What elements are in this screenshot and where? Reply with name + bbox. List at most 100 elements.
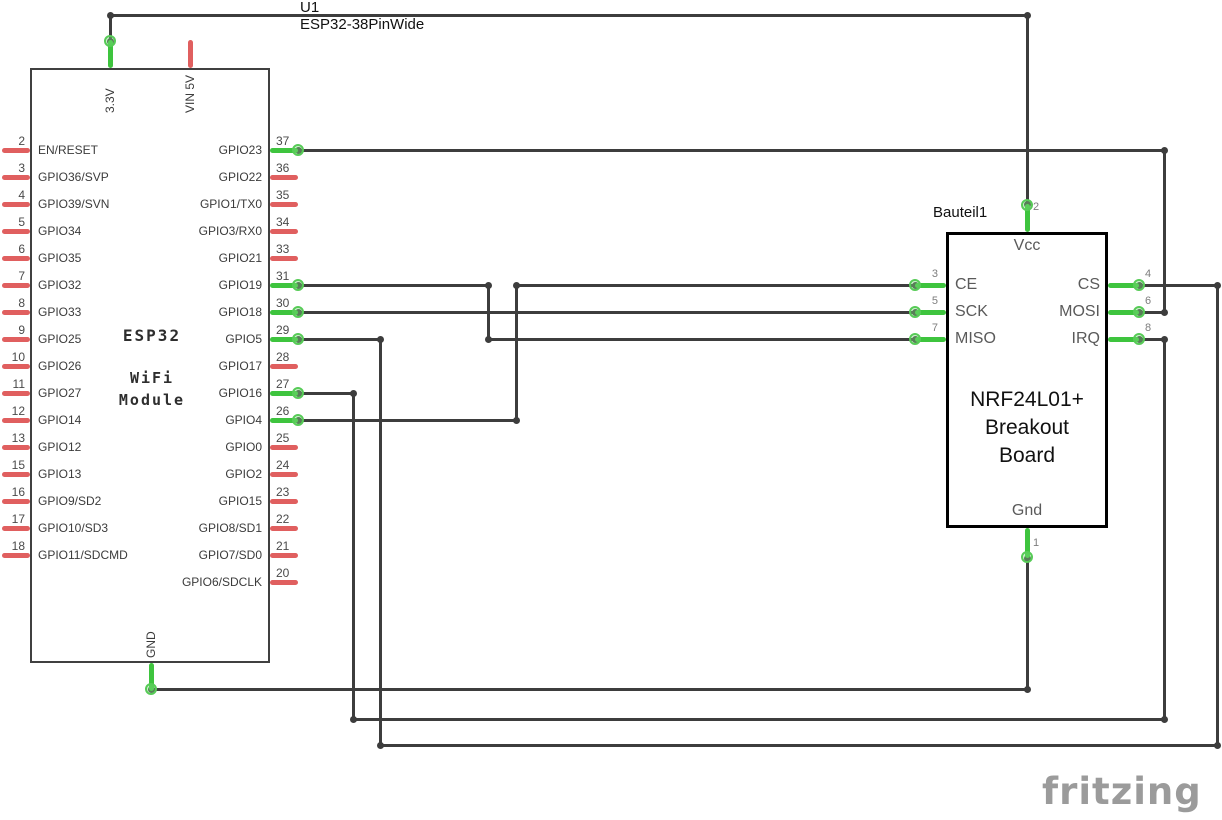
nrf-pin-gnd-stub[interactable] xyxy=(1024,528,1030,558)
wire-bendpoint-gpio5-to-cs[interactable] xyxy=(376,335,384,343)
nrf-pin-mosi-connection-point[interactable] xyxy=(1133,306,1145,318)
wire-gpio16-to-irq[interactable] xyxy=(351,717,1166,721)
esp32-pin-gpio14-stub[interactable] xyxy=(2,417,30,423)
wire-gnd-to-gnd[interactable] xyxy=(149,687,1029,691)
wire-bendpoint-gpio16-to-irq[interactable] xyxy=(349,389,357,397)
nrf-ref-label[interactable]: Bauteil1 xyxy=(933,204,988,221)
wire-gpio16-to-irq[interactable] xyxy=(1162,337,1166,721)
esp32-pin-gpio1-tx0-stub[interactable] xyxy=(270,201,298,207)
wire-bendpoint-gpio4-to-ce[interactable] xyxy=(512,281,520,289)
esp32-pin-gpio39-svn-stub[interactable] xyxy=(2,201,30,207)
nrf-pin-ce-connection-point[interactable] xyxy=(909,279,921,291)
esp32-pin-gpio3-rx0-stub[interactable] xyxy=(270,228,298,234)
esp32-pin-gnd-stub[interactable] xyxy=(148,663,154,691)
wire-gpio4-to-ce[interactable] xyxy=(514,283,518,422)
wire-gpio4-to-ce[interactable] xyxy=(514,283,917,287)
esp32-pin-gpio7-sd0-stub[interactable] xyxy=(270,552,298,558)
nrf-pin-cs-connection-point[interactable] xyxy=(1133,279,1145,291)
esp32-pin-gpio10-sd3-stub[interactable] xyxy=(2,525,30,531)
wire-gpio19-to-miso[interactable] xyxy=(296,283,490,287)
esp32-pin-gpio25-stub[interactable] xyxy=(2,336,30,342)
esp32-pin-gpio19-connection-point[interactable] xyxy=(292,279,304,291)
nrf-pin-sck-connection-point[interactable] xyxy=(909,306,921,318)
wire-gpio16-to-irq[interactable] xyxy=(296,391,355,395)
wire-bendpoint-gpio19-to-miso[interactable] xyxy=(484,281,492,289)
esp32-pin-gpio21-stub[interactable] xyxy=(270,255,298,261)
esp32-pin-3-3v-connection-point[interactable] xyxy=(104,35,116,47)
esp32-pin-gpio16-stub[interactable] xyxy=(270,390,298,396)
wire-gpio5-to-cs[interactable] xyxy=(378,743,1219,747)
nrf-pin-mosi-stub[interactable] xyxy=(1108,309,1139,315)
esp32-pin-gpio34-stub[interactable] xyxy=(2,228,30,234)
esp32-pin-gpio27-stub[interactable] xyxy=(2,390,30,396)
esp32-pin-gpio23-connection-point[interactable] xyxy=(292,144,304,156)
esp32-pin-gpio26-stub[interactable] xyxy=(2,363,30,369)
wire-gpio16-to-irq[interactable] xyxy=(351,391,355,721)
esp32-pin-gpio36-svp-stub[interactable] xyxy=(2,174,30,180)
wire-bendpoint-gpio4-to-ce[interactable] xyxy=(512,416,520,424)
esp32-pin-gpio4-stub[interactable] xyxy=(270,417,298,423)
wire-bendpoint-gpio16-to-irq[interactable] xyxy=(349,715,357,723)
wire-gpio5-to-cs[interactable] xyxy=(378,337,382,747)
wire-bendpoint-3v3-to-vcc[interactable] xyxy=(1023,11,1031,19)
wire-gpio16-to-irq[interactable] xyxy=(1137,337,1166,341)
esp32-pin-gpio23-stub[interactable] xyxy=(270,147,298,153)
esp32-pin-gpio0-stub[interactable] xyxy=(270,444,298,450)
esp32-part-label[interactable]: ESP32-38PinWide xyxy=(300,16,425,33)
wire-gpio23-to-mosi[interactable] xyxy=(1162,148,1166,314)
wire-bendpoint-gpio5-to-cs[interactable] xyxy=(1213,741,1221,749)
nrf24l01-component-body[interactable] xyxy=(946,232,1108,528)
wire-gpio23-to-mosi[interactable] xyxy=(296,148,1166,152)
wire-gpio5-to-cs[interactable] xyxy=(1137,283,1219,287)
esp32-pin-gpio5-connection-point[interactable] xyxy=(292,333,304,345)
wire-bendpoint-gpio5-to-cs[interactable] xyxy=(376,741,384,749)
esp32-pin-gpio6-sdclk-stub[interactable] xyxy=(270,579,298,585)
esp32-pin-gpio19-stub[interactable] xyxy=(270,282,298,288)
wire-gpio19-to-miso[interactable] xyxy=(486,337,917,341)
nrf-pin-irq-stub[interactable] xyxy=(1108,336,1139,342)
nrf-pin-miso-connection-point[interactable] xyxy=(909,333,921,345)
wire-gpio5-to-cs[interactable] xyxy=(296,337,382,341)
nrf-pin-sck-stub[interactable] xyxy=(915,309,946,315)
esp32-pin-gpio11-sdcmd-stub[interactable] xyxy=(2,552,30,558)
wire-gpio23-to-mosi[interactable] xyxy=(1137,310,1166,314)
wire-bendpoint-gpio16-to-irq[interactable] xyxy=(1160,715,1168,723)
esp32-pin-gpio9-sd2-stub[interactable] xyxy=(2,498,30,504)
wire-bendpoint-gnd-to-gnd[interactable] xyxy=(1023,685,1031,693)
wire-bendpoint-gpio23-to-mosi[interactable] xyxy=(1160,308,1168,316)
wire-bendpoint-gpio16-to-irq[interactable] xyxy=(1160,335,1168,343)
esp32-pin-gpio4-connection-point[interactable] xyxy=(292,414,304,426)
esp32-ref-label[interactable]: U1 xyxy=(300,0,320,16)
esp32-pin-3-3v-stub[interactable] xyxy=(107,40,113,68)
esp32-pin-vin-5v-stub[interactable] xyxy=(187,40,193,68)
esp32-pin-gpio15-stub[interactable] xyxy=(270,498,298,504)
esp32-pin-gpio2-stub[interactable] xyxy=(270,471,298,477)
nrf-pin-ce-stub[interactable] xyxy=(915,282,946,288)
esp32-pin-gnd-connection-point[interactable] xyxy=(145,683,157,695)
esp32-pin-gpio18-connection-point[interactable] xyxy=(292,306,304,318)
esp32-pin-gpio33-stub[interactable] xyxy=(2,309,30,315)
wire-bendpoint-gpio19-to-miso[interactable] xyxy=(484,335,492,343)
wire-gpio5-to-cs[interactable] xyxy=(1215,283,1219,747)
nrf-pin-vcc-stub[interactable] xyxy=(1024,204,1030,232)
wire-3v3-to-vcc[interactable] xyxy=(108,13,1029,17)
wire-gnd-to-gnd[interactable] xyxy=(1025,556,1029,691)
esp32-component-body[interactable] xyxy=(30,68,270,663)
nrf-pin-vcc-connection-point[interactable] xyxy=(1021,199,1033,211)
esp32-pin-en-reset-stub[interactable] xyxy=(2,147,30,153)
wire-3v3-to-vcc[interactable] xyxy=(1025,13,1029,206)
wire-gpio18-to-sck[interactable] xyxy=(296,310,917,314)
wire-gpio4-to-ce[interactable] xyxy=(296,418,518,422)
esp32-pin-gpio12-stub[interactable] xyxy=(2,444,30,450)
esp32-pin-gpio17-stub[interactable] xyxy=(270,363,298,369)
esp32-pin-gpio18-stub[interactable] xyxy=(270,309,298,315)
esp32-pin-gpio22-stub[interactable] xyxy=(270,174,298,180)
wire-bendpoint-gpio5-to-cs[interactable] xyxy=(1213,281,1221,289)
wire-3v3-to-vcc[interactable] xyxy=(108,13,112,43)
nrf-pin-irq-connection-point[interactable] xyxy=(1133,333,1145,345)
esp32-pin-gpio13-stub[interactable] xyxy=(2,471,30,477)
nrf-pin-miso-stub[interactable] xyxy=(915,336,946,342)
wire-bendpoint-3v3-to-vcc[interactable] xyxy=(106,11,114,19)
esp32-pin-gpio35-stub[interactable] xyxy=(2,255,30,261)
nrf-pin-cs-stub[interactable] xyxy=(1108,282,1139,288)
